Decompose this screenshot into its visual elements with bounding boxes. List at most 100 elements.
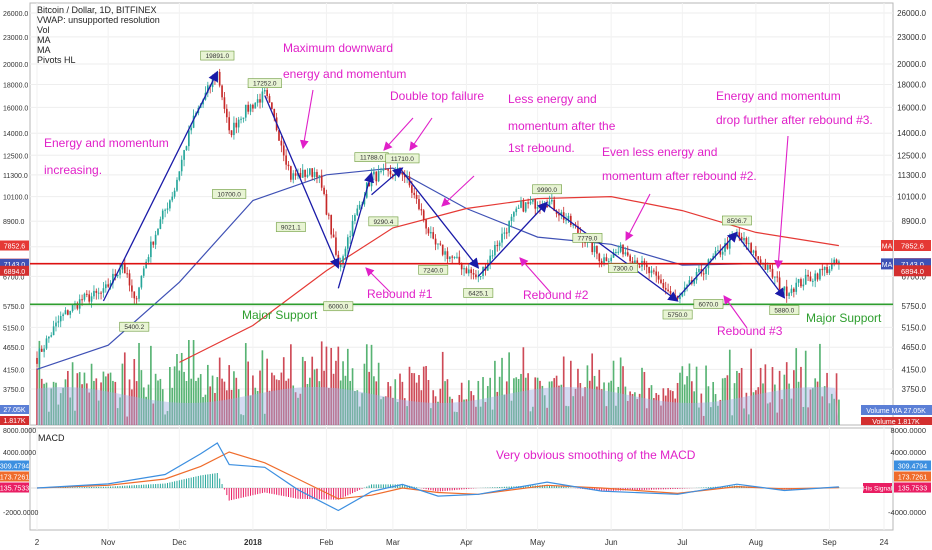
ma-fast-line <box>36 167 839 370</box>
volume-bar <box>392 397 394 425</box>
volume-bar <box>804 350 807 425</box>
candle-body <box>100 292 102 294</box>
candle-body <box>503 232 506 234</box>
volume-bar <box>128 379 131 425</box>
candle-body <box>135 298 138 300</box>
candle-body <box>698 269 700 273</box>
trend-arrow <box>677 231 738 299</box>
volume-bar <box>605 406 608 425</box>
candle-body <box>830 263 833 270</box>
candle-body <box>714 250 717 256</box>
volume-bar <box>180 352 183 425</box>
candle-body <box>235 122 238 128</box>
volume-bar <box>356 390 359 425</box>
pivot-label: 8506.7 <box>727 218 747 225</box>
ma-tag: MA <box>882 244 893 251</box>
volume-bar <box>282 357 285 425</box>
volume-bar <box>475 406 477 425</box>
pivot-label: 10700.0 <box>217 191 241 198</box>
candle-body <box>85 293 88 295</box>
pivot-label-box <box>368 216 399 227</box>
volume-bar <box>377 362 380 425</box>
volume-bar <box>546 407 548 425</box>
volume-bar <box>216 377 219 425</box>
candle-body <box>795 282 798 292</box>
volume-bar <box>152 403 155 425</box>
volume-bar <box>515 377 518 425</box>
candle-body <box>709 258 712 260</box>
candle-body <box>510 216 513 221</box>
volume-bar <box>513 378 515 425</box>
volume-bar <box>90 363 93 425</box>
volume-bar <box>138 342 140 425</box>
candle-body <box>173 190 176 197</box>
candle-body <box>171 196 174 201</box>
pivot-label: 7300.0 <box>613 266 633 273</box>
candle-body <box>327 214 330 216</box>
price-tick-label-right: 4650.0 <box>902 343 927 352</box>
volume-bar <box>465 399 468 425</box>
volume-bar <box>76 373 79 425</box>
candle-body <box>809 276 812 282</box>
volume-bar <box>133 359 136 425</box>
candle-body <box>64 310 67 315</box>
volume-bar <box>78 372 81 425</box>
candle-body <box>560 212 563 216</box>
candle-body <box>705 268 707 275</box>
candle-body <box>781 289 783 291</box>
volume-bar <box>254 387 257 425</box>
candle-body <box>389 170 392 175</box>
candle-body <box>237 119 240 128</box>
volume-bar <box>508 352 510 425</box>
volume-bar <box>420 390 423 425</box>
candle-body <box>185 146 188 151</box>
volume-bar <box>380 399 382 425</box>
annotation-max-downward: energy and momentum <box>283 67 406 81</box>
ma-tag: MA <box>882 262 893 269</box>
volume-bar <box>235 377 238 425</box>
candle-body <box>114 273 117 277</box>
volume-bar <box>833 398 836 425</box>
volume-bar <box>233 371 235 425</box>
left-price-tag: 7143.0 <box>4 262 26 269</box>
pivot-label-box <box>463 288 494 298</box>
volume-bar <box>384 396 387 425</box>
volume-bar <box>218 357 221 425</box>
macd-pane: Very obvious smoothing of the MACD <box>30 442 893 512</box>
candle-body <box>102 288 105 293</box>
annotation-energy-increasing: increasing. <box>44 163 102 177</box>
candle-body <box>643 260 646 265</box>
candle-body <box>712 255 715 259</box>
volume-bar <box>292 385 295 425</box>
volume-bar <box>403 398 406 425</box>
candle-body <box>475 274 477 278</box>
volume-bar <box>88 392 91 425</box>
volume-bar <box>484 401 487 425</box>
volume-bar <box>259 370 261 425</box>
volume-bar <box>629 391 631 425</box>
candle-body <box>318 175 321 178</box>
volume-bar <box>584 387 586 425</box>
candle-body <box>626 252 629 256</box>
volume-bar <box>358 406 361 425</box>
candle-body <box>664 287 667 290</box>
volume-bar <box>788 383 790 425</box>
price-tick-label-left: 11300.0 <box>3 173 28 180</box>
volume-bar <box>486 386 489 425</box>
candle-body <box>278 130 280 141</box>
volume-bar <box>285 380 287 425</box>
volume-bar <box>690 381 693 425</box>
volume-bar <box>543 395 546 425</box>
price-tick-label-left: 5150.0 <box>3 325 25 332</box>
macd-left-value-box <box>0 471 29 482</box>
volume-bar <box>527 373 529 425</box>
candle-body <box>546 205 548 207</box>
time-tick-label: Feb <box>320 538 334 547</box>
price-tick-label-left: 20000.0 <box>3 62 28 69</box>
candle-body <box>244 104 247 118</box>
price-tick-label-left: 8900.0 <box>3 219 25 226</box>
volume-bar <box>596 386 598 425</box>
volume-bar <box>299 393 302 425</box>
volume-bar <box>95 378 98 425</box>
candle-body <box>555 210 558 214</box>
